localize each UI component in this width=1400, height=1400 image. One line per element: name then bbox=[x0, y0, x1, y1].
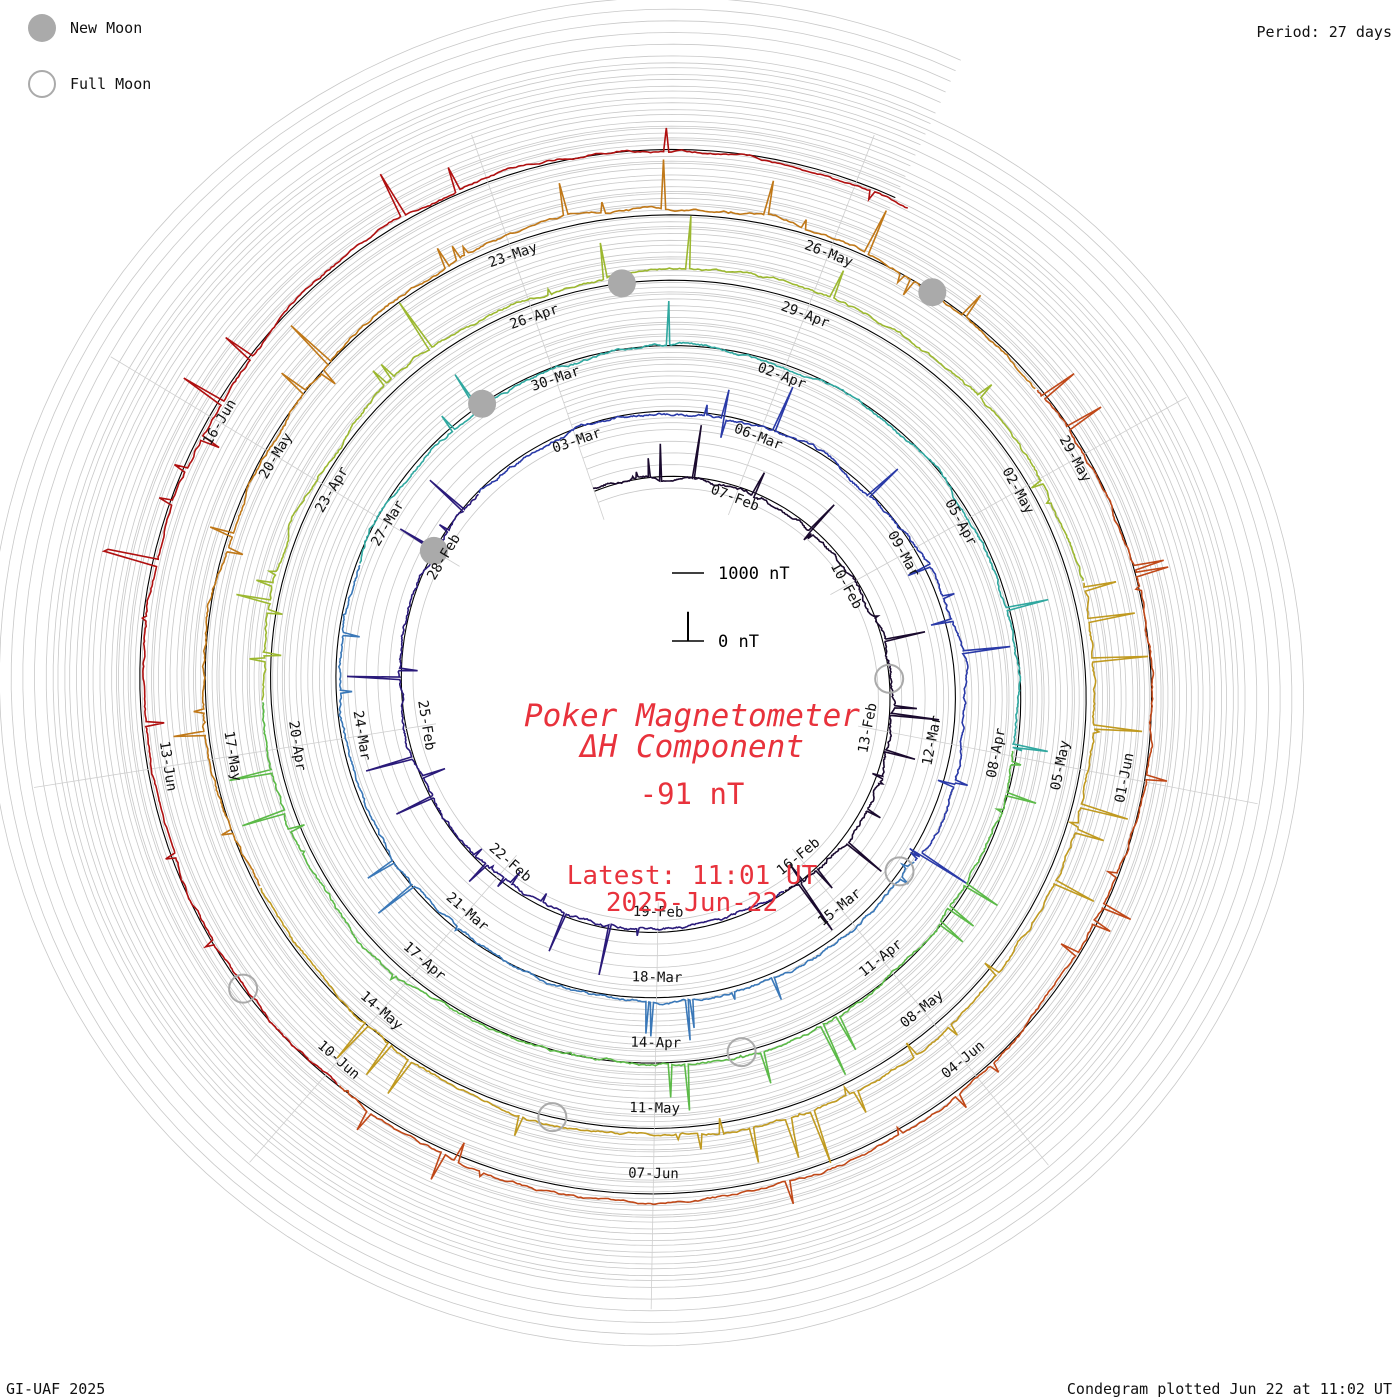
date-label: 05-May bbox=[1048, 739, 1073, 792]
series-line bbox=[260, 581, 1149, 1164]
date-label: 19-Feb bbox=[633, 904, 684, 921]
new-moon-marker bbox=[468, 389, 497, 418]
date-label: 07-Jun bbox=[628, 1165, 679, 1182]
period-label: Period: 27 days bbox=[1256, 23, 1392, 41]
series-line bbox=[478, 386, 1011, 884]
scale-bar: 1000 nT 0 nT bbox=[672, 564, 790, 652]
moon-layer bbox=[228, 269, 947, 1133]
grid-ring bbox=[81, 90, 1211, 1253]
grid-ring bbox=[104, 113, 1187, 1230]
series-line bbox=[338, 373, 1169, 1206]
legend-full-moon-label: Full Moon bbox=[70, 75, 152, 93]
series-line bbox=[337, 564, 915, 1041]
grid-spoke bbox=[650, 902, 659, 1310]
date-label: 03-Mar bbox=[550, 425, 603, 457]
chart-title-line1: Poker Magnetometer bbox=[524, 698, 860, 734]
legend-new-moon-label: New Moon bbox=[70, 19, 143, 37]
date-label: 04-Jun bbox=[939, 1038, 988, 1082]
full-moon-marker bbox=[537, 1102, 568, 1133]
latest-time: Latest: 11:01 UT bbox=[567, 861, 818, 891]
date-label: 20-Apr bbox=[285, 720, 309, 772]
spoke-layer bbox=[33, 134, 1258, 1310]
grid-ring bbox=[0, 0, 1304, 1347]
chart-title: Poker Magnetometer ΔH Component -91 nT L… bbox=[524, 698, 860, 918]
legend-new-moon: New Moon bbox=[28, 14, 142, 42]
series-line bbox=[592, 425, 940, 931]
full-moon-marker bbox=[874, 663, 905, 694]
series-line bbox=[236, 216, 1084, 701]
series-line bbox=[359, 300, 1049, 753]
new-moon-marker bbox=[607, 269, 636, 298]
scale-bar-bottom-label: 0 nT bbox=[718, 632, 759, 652]
date-label: 12-Mar bbox=[919, 714, 944, 767]
grid-spoke bbox=[471, 134, 605, 520]
chart-title-line2: ΔH Component bbox=[578, 729, 804, 765]
footer-plotted: Condegram plotted Jun 22 at 11:02 UT bbox=[1066, 1380, 1392, 1398]
date-label: 22-Feb bbox=[486, 840, 535, 885]
date-label: 24-Mar bbox=[350, 709, 374, 761]
grid-ring bbox=[127, 137, 1164, 1207]
grid-layer bbox=[0, 0, 1304, 1347]
grid-spoke bbox=[728, 134, 875, 516]
full-moon-marker bbox=[884, 856, 915, 887]
series-line bbox=[101, 127, 908, 1085]
date-label: 26-May bbox=[802, 237, 855, 270]
date-label: 14-Apr bbox=[630, 1035, 681, 1052]
grid-ring bbox=[22, 32, 1269, 1312]
grid-spoke bbox=[830, 396, 1187, 596]
new-moon-marker bbox=[419, 536, 448, 565]
new-moon-marker bbox=[918, 278, 947, 307]
series-line bbox=[347, 479, 785, 976]
date-label: 15-Mar bbox=[815, 885, 864, 929]
series-line bbox=[229, 701, 1037, 1111]
date-label: 08-May bbox=[897, 987, 946, 1031]
grid-spoke bbox=[249, 854, 517, 1163]
date-label: 11-May bbox=[629, 1100, 680, 1117]
grid-ring bbox=[0, 8, 1293, 1335]
full-moon-icon bbox=[28, 70, 56, 98]
scale-bar-top-label: 1000 nT bbox=[718, 564, 790, 584]
footer-credit: GI-UAF 2025 bbox=[6, 1380, 106, 1398]
grid-spoke bbox=[110, 356, 460, 567]
legend-full-moon: Full Moon bbox=[28, 70, 151, 98]
date-label: 13-Jun bbox=[156, 740, 180, 792]
series-line bbox=[173, 159, 1036, 887]
current-value: -91 nT bbox=[640, 777, 745, 811]
date-label: 17-May bbox=[220, 730, 244, 782]
full-moon-marker bbox=[726, 1037, 757, 1068]
grid-ring bbox=[92, 102, 1199, 1242]
grid-ring bbox=[45, 55, 1246, 1288]
grid-spoke bbox=[858, 725, 1258, 805]
grid-ring bbox=[10, 20, 1281, 1323]
grid-ring bbox=[151, 160, 1141, 1183]
date-label: 01-Jun bbox=[1112, 752, 1137, 805]
grid-ring bbox=[34, 43, 1258, 1300]
grid-spoke bbox=[33, 723, 437, 788]
full-moon-marker bbox=[228, 973, 259, 1004]
date-label: 08-Apr bbox=[984, 727, 1009, 780]
date-label: 25-Feb bbox=[414, 699, 438, 751]
grid-ring bbox=[116, 125, 1176, 1218]
date-label: 02-Apr bbox=[755, 360, 808, 393]
grid-ring bbox=[57, 67, 1234, 1277]
grid-spoke bbox=[792, 848, 1049, 1166]
new-moon-icon bbox=[28, 14, 56, 42]
date-label: 11-Apr bbox=[856, 936, 905, 980]
series-layer bbox=[101, 127, 1169, 1206]
date-label: 29-Apr bbox=[779, 299, 832, 332]
date-label: 18-Mar bbox=[632, 969, 683, 986]
latest-date: 2025-Jun-22 bbox=[606, 888, 778, 918]
date-label: 07-Feb bbox=[708, 482, 761, 515]
